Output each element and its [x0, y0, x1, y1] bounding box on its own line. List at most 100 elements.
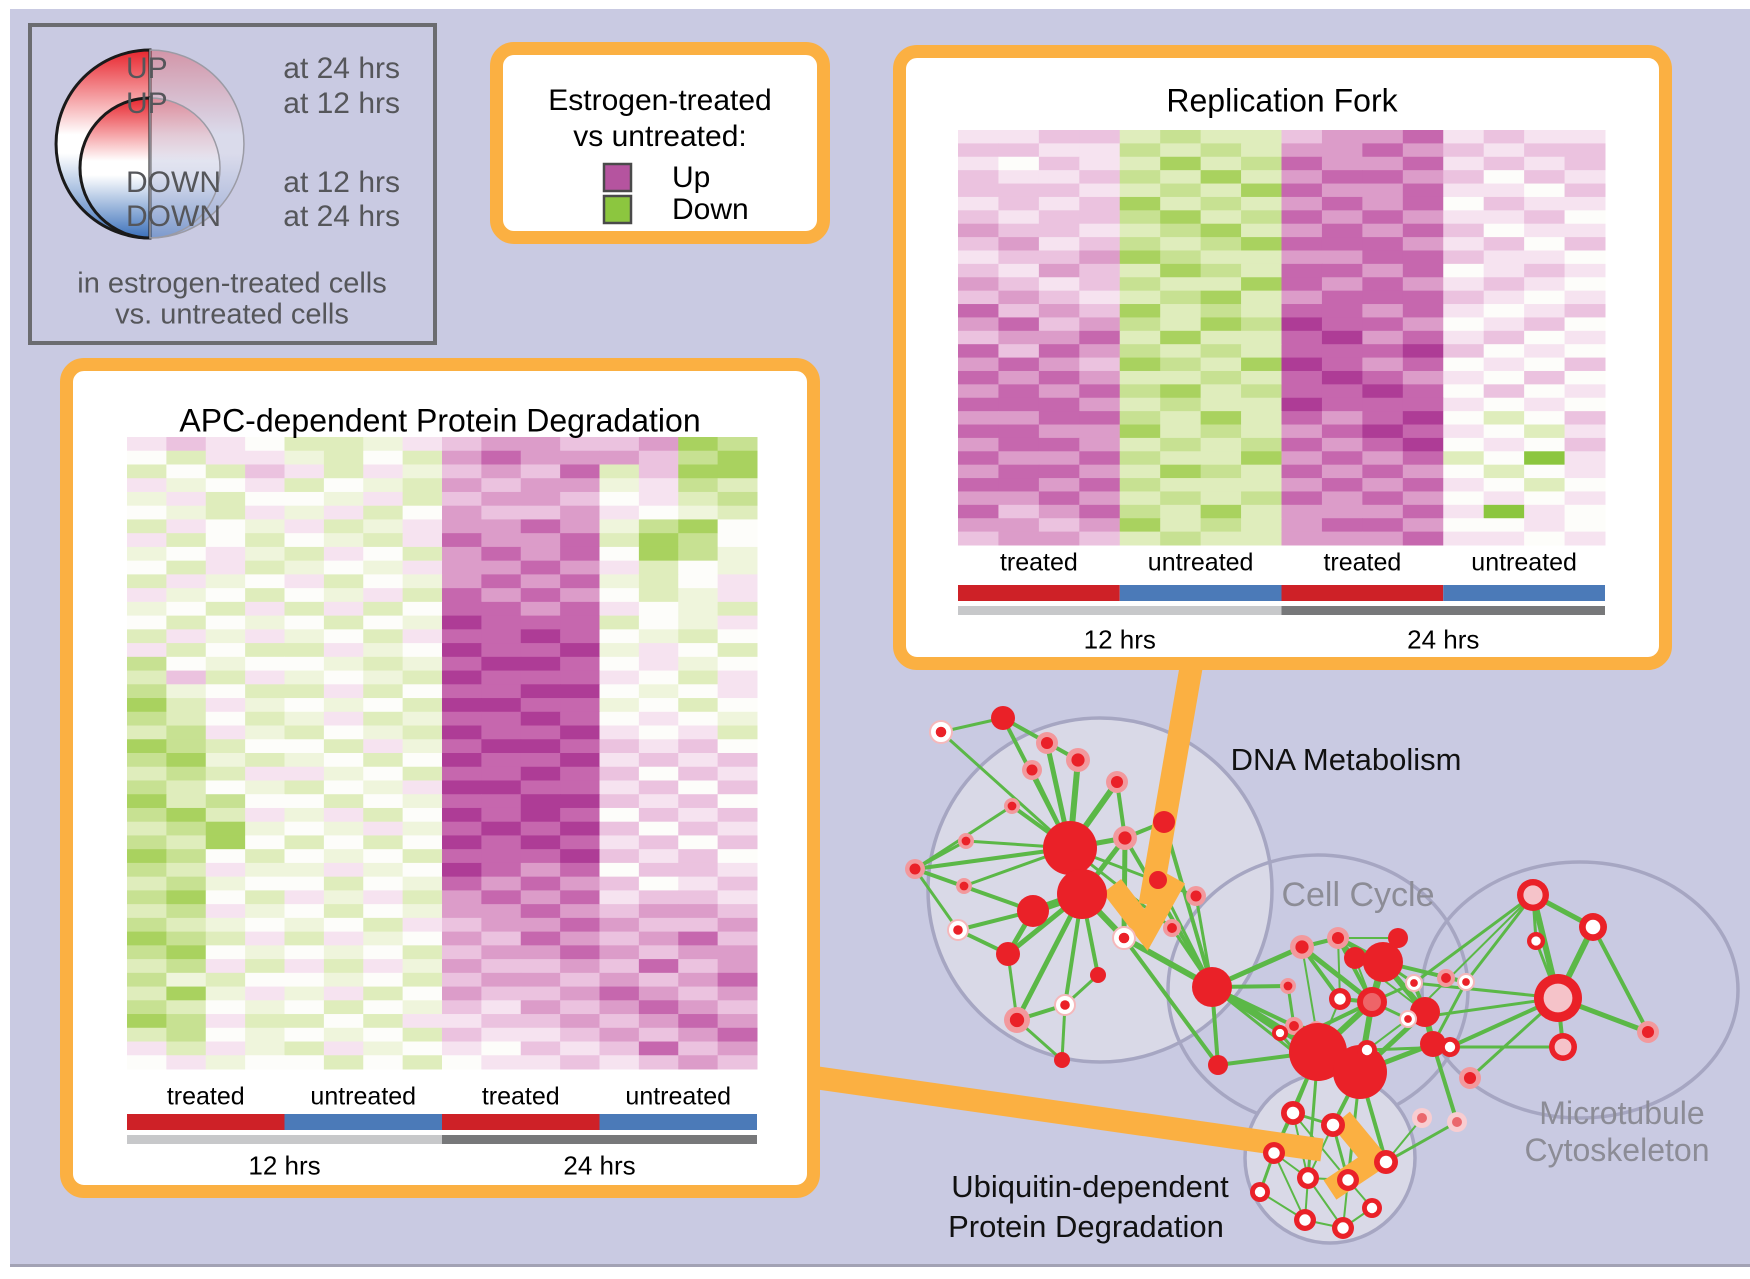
estrogen-legend-title-line2: vs untreated:	[573, 120, 747, 153]
network-node	[1289, 1023, 1347, 1081]
estrogen-legend-swatches	[602, 162, 633, 225]
legend-direction-label: UP	[126, 87, 168, 120]
microtubule-label-line2: Cytoskeleton	[1525, 1132, 1710, 1168]
network-node	[1388, 928, 1408, 948]
legend-direction-label: UP	[126, 52, 168, 85]
network-node	[1294, 1209, 1316, 1231]
legend-direction-label: DOWN	[126, 166, 221, 199]
network-node	[1090, 967, 1106, 983]
network-node	[1437, 969, 1455, 987]
network-node	[1043, 821, 1097, 875]
network-node	[1440, 1037, 1460, 1057]
network-node	[1066, 748, 1090, 772]
network-node	[1344, 947, 1366, 969]
network-node	[1321, 1113, 1345, 1137]
rf-group-color-bar	[1443, 585, 1605, 601]
network-node	[1420, 1031, 1446, 1057]
apc-time-label: 24 hrs	[563, 1150, 636, 1181]
network-node	[1327, 927, 1349, 949]
node-glyph-legend-circles	[54, 48, 245, 240]
apc-group-label: treated	[166, 1082, 245, 1111]
network-node	[1106, 771, 1128, 793]
network-node	[996, 942, 1020, 966]
network-node	[1281, 1101, 1305, 1125]
rf-group-label: treated	[999, 548, 1078, 577]
network-node	[1332, 1217, 1354, 1239]
apc-title: APC-dependent Protein Degradation	[179, 402, 701, 439]
network-node	[1447, 1112, 1467, 1132]
apc-group-color-bar	[599, 1114, 757, 1130]
node-glyph-legend-box	[28, 23, 437, 345]
cluster-mt	[1420, 860, 1740, 1120]
network-node	[1527, 932, 1545, 950]
network-node	[1457, 973, 1475, 991]
legend-time-label: at 12 hrs	[283, 166, 400, 199]
apc-group-color-bar	[284, 1114, 442, 1130]
legend-direction-label: DOWN	[126, 200, 221, 233]
network-node	[947, 919, 969, 941]
network-node	[1290, 935, 1314, 959]
network-node	[1004, 798, 1020, 814]
network-node	[1297, 1167, 1319, 1189]
apc-time-color-bar	[127, 1135, 442, 1144]
network-node	[1022, 760, 1042, 780]
down-swatch	[602, 194, 633, 225]
apc-heatmap-grid	[127, 437, 758, 1144]
network-node	[1357, 1040, 1377, 1060]
network-node	[1329, 988, 1351, 1010]
network-node	[1272, 1025, 1288, 1041]
estrogen-up-label: Up	[672, 161, 711, 194]
rf-time-color-bar	[958, 606, 1282, 615]
replication-fork-title: Replication Fork	[1166, 82, 1398, 119]
network-node	[956, 878, 972, 894]
network-node	[1405, 974, 1423, 992]
network-node	[1017, 895, 1049, 927]
network-node	[1163, 919, 1181, 937]
rf-group-color-bar	[1119, 585, 1282, 601]
network-node	[1263, 1142, 1285, 1164]
estrogen-legend-box	[490, 42, 830, 244]
apc-time-label: 12 hrs	[248, 1150, 321, 1181]
callout-arrow-1	[1102, 660, 1204, 951]
ubiquitin-label-line2: Protein Degradation	[948, 1209, 1224, 1244]
network-node	[1186, 886, 1206, 906]
network-node	[1113, 826, 1137, 850]
legend-footer-line1: in estrogen-treated cells	[77, 267, 387, 300]
heatmap-cells	[127, 130, 1606, 1144]
cell-cycle-label: Cell Cycle	[1281, 876, 1434, 914]
rf-heatmap-grid	[958, 130, 1606, 615]
rf-group-label: treated	[1323, 548, 1402, 577]
network-node	[1374, 1150, 1398, 1174]
network-node	[1057, 869, 1107, 919]
apc-group-color-bar	[442, 1114, 600, 1130]
network-node	[1399, 1010, 1417, 1028]
network-node	[1459, 1067, 1481, 1089]
apc-group-label: treated	[481, 1082, 560, 1111]
network-node	[1004, 1007, 1030, 1033]
network-node	[958, 833, 974, 849]
apc-group-label: untreated	[310, 1082, 417, 1111]
estrogen-legend-title-line1: Estrogen-treated	[548, 84, 772, 117]
network-node	[1412, 1108, 1432, 1128]
rf-group-color-bar	[1281, 585, 1444, 601]
network-node	[1285, 1017, 1303, 1035]
network-node	[1208, 1055, 1228, 1075]
rf-time-label: 12 hrs	[1083, 624, 1156, 655]
network-node	[1410, 997, 1440, 1027]
dna-metabolism-label: DNA Metabolism	[1231, 742, 1462, 777]
inner-circle-left-half	[78, 96, 152, 240]
apc-time-color-bar	[442, 1135, 757, 1144]
network-node	[1112, 926, 1136, 950]
legend-time-label: at 12 hrs	[283, 87, 400, 120]
network-node	[1549, 1033, 1577, 1061]
apc-group-color-bar	[127, 1114, 285, 1130]
network-node	[991, 706, 1015, 730]
estrogen-down-label: Down	[672, 193, 749, 226]
network-node	[1054, 1052, 1070, 1068]
rf-group-label: untreated	[1471, 548, 1577, 577]
rf-group-label: untreated	[1147, 548, 1254, 577]
legend-time-label: at 24 hrs	[283, 200, 400, 233]
up-swatch	[602, 162, 633, 193]
